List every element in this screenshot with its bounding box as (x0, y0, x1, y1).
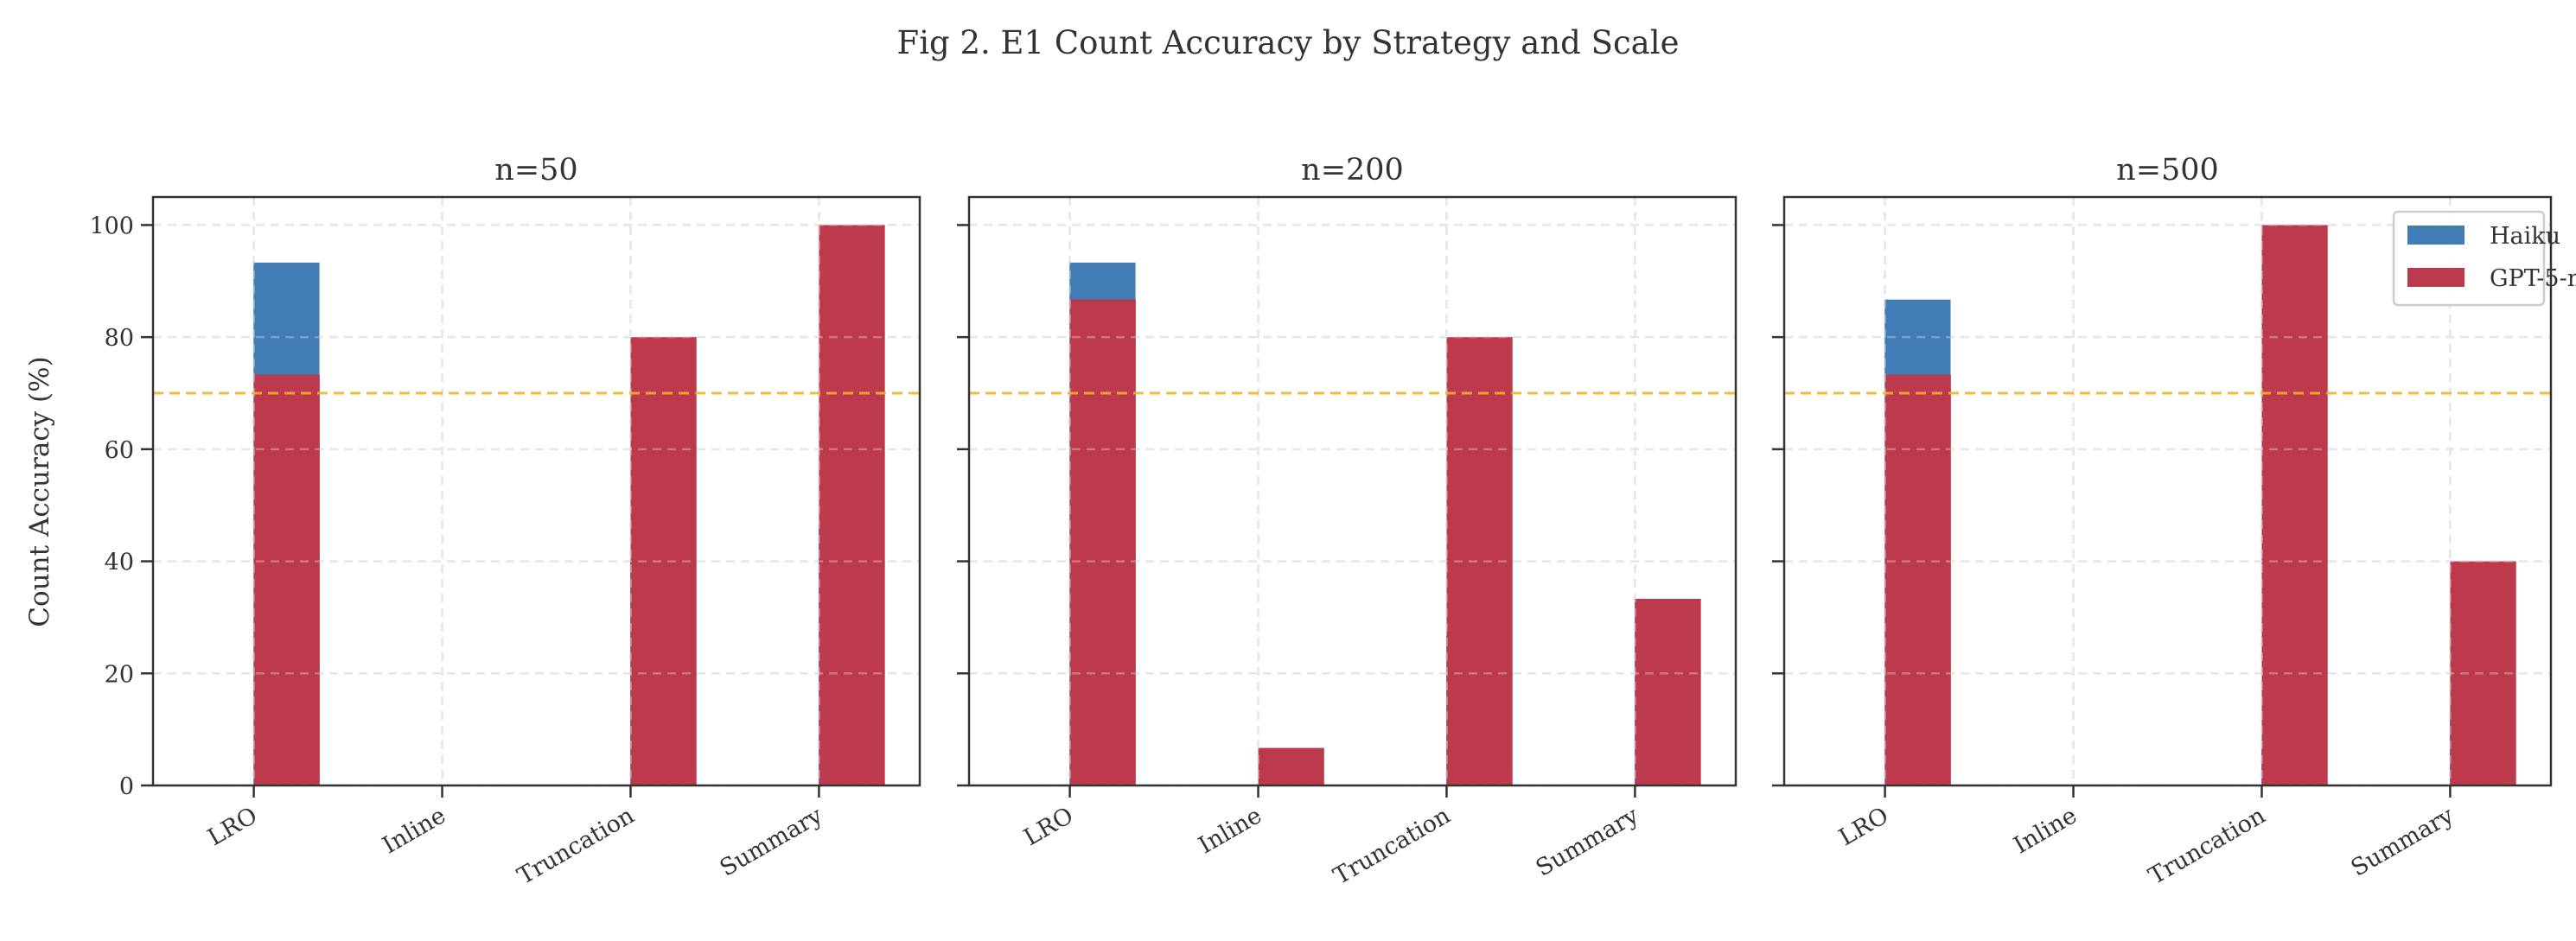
y-tick-label: 80 (105, 325, 134, 352)
panel-title: n=200 (1301, 153, 1404, 188)
panel-n=500: LRO Inline Truncation Summary n=500 Haiku GPT-… (1772, 153, 2576, 890)
legend-label: Haiku (2490, 223, 2560, 250)
y-tick-label: 100 (89, 213, 134, 239)
axes-frame (1782, 195, 2553, 787)
x-tick-label: Truncation (513, 802, 639, 890)
y-tick-label: 40 (105, 550, 134, 576)
x-tick-label: Inline (378, 802, 450, 859)
bar-GPT-5-mini-Truncation (630, 337, 697, 786)
x-tick-label: Summary (716, 802, 828, 882)
x-tick-label: LRO (203, 802, 262, 851)
bar-GPT-5-mini-Truncation (2261, 225, 2328, 785)
x-tick-label: Summary (1532, 802, 1644, 882)
legend-label: GPT-5-mini (2490, 265, 2576, 292)
bar-GPT-5-mini-Summary (1635, 599, 1701, 785)
bar-GPT-5-mini-LRO (1884, 374, 1951, 785)
x-tick-label: Inline (2009, 802, 2082, 859)
bar-GPT-5-mini-Summary (819, 225, 885, 785)
suptitle: Fig 2. E1 Count Accuracy by Strategy and… (897, 24, 1680, 61)
axes-frame (151, 195, 921, 787)
y-tick-label: 60 (105, 437, 134, 464)
y-tick-label: 20 (105, 661, 134, 688)
panel-title: n=500 (2116, 153, 2219, 188)
legend-swatch-Haiku (2407, 226, 2464, 245)
legend: Haiku GPT-5-mini (2392, 210, 2576, 307)
bar-GPT-5-mini-Inline (1258, 747, 1324, 785)
x-tick-label: Summary (2347, 802, 2459, 882)
y-tick-label: 0 (119, 773, 134, 800)
bar-GPT-5-mini-LRO (253, 374, 320, 785)
y-axis-label: Count Accuracy (%) (24, 356, 55, 626)
x-tick-label: Inline (1194, 802, 1266, 859)
axes-frame (967, 195, 1738, 787)
bar-GPT-5-mini-Summary (2450, 561, 2516, 785)
panel-title: n=50 (494, 153, 577, 188)
panel-n=200: LRO Inline Truncation Summary n=200 (957, 153, 1738, 890)
x-tick-label: Truncation (2145, 802, 2270, 890)
x-tick-label: LRO (1019, 802, 1078, 851)
bar-GPT-5-mini-LRO (1069, 299, 1136, 785)
x-tick-label: LRO (1834, 802, 1893, 851)
bar-GPT-5-mini-Truncation (1446, 337, 1513, 786)
x-tick-label: Truncation (1329, 802, 1455, 890)
legend-swatch-GPT-5-mini (2407, 268, 2464, 287)
panel-n=50: 0 20 40 60 80 100 LRO Inline Truncation Summary n=… (89, 153, 921, 890)
